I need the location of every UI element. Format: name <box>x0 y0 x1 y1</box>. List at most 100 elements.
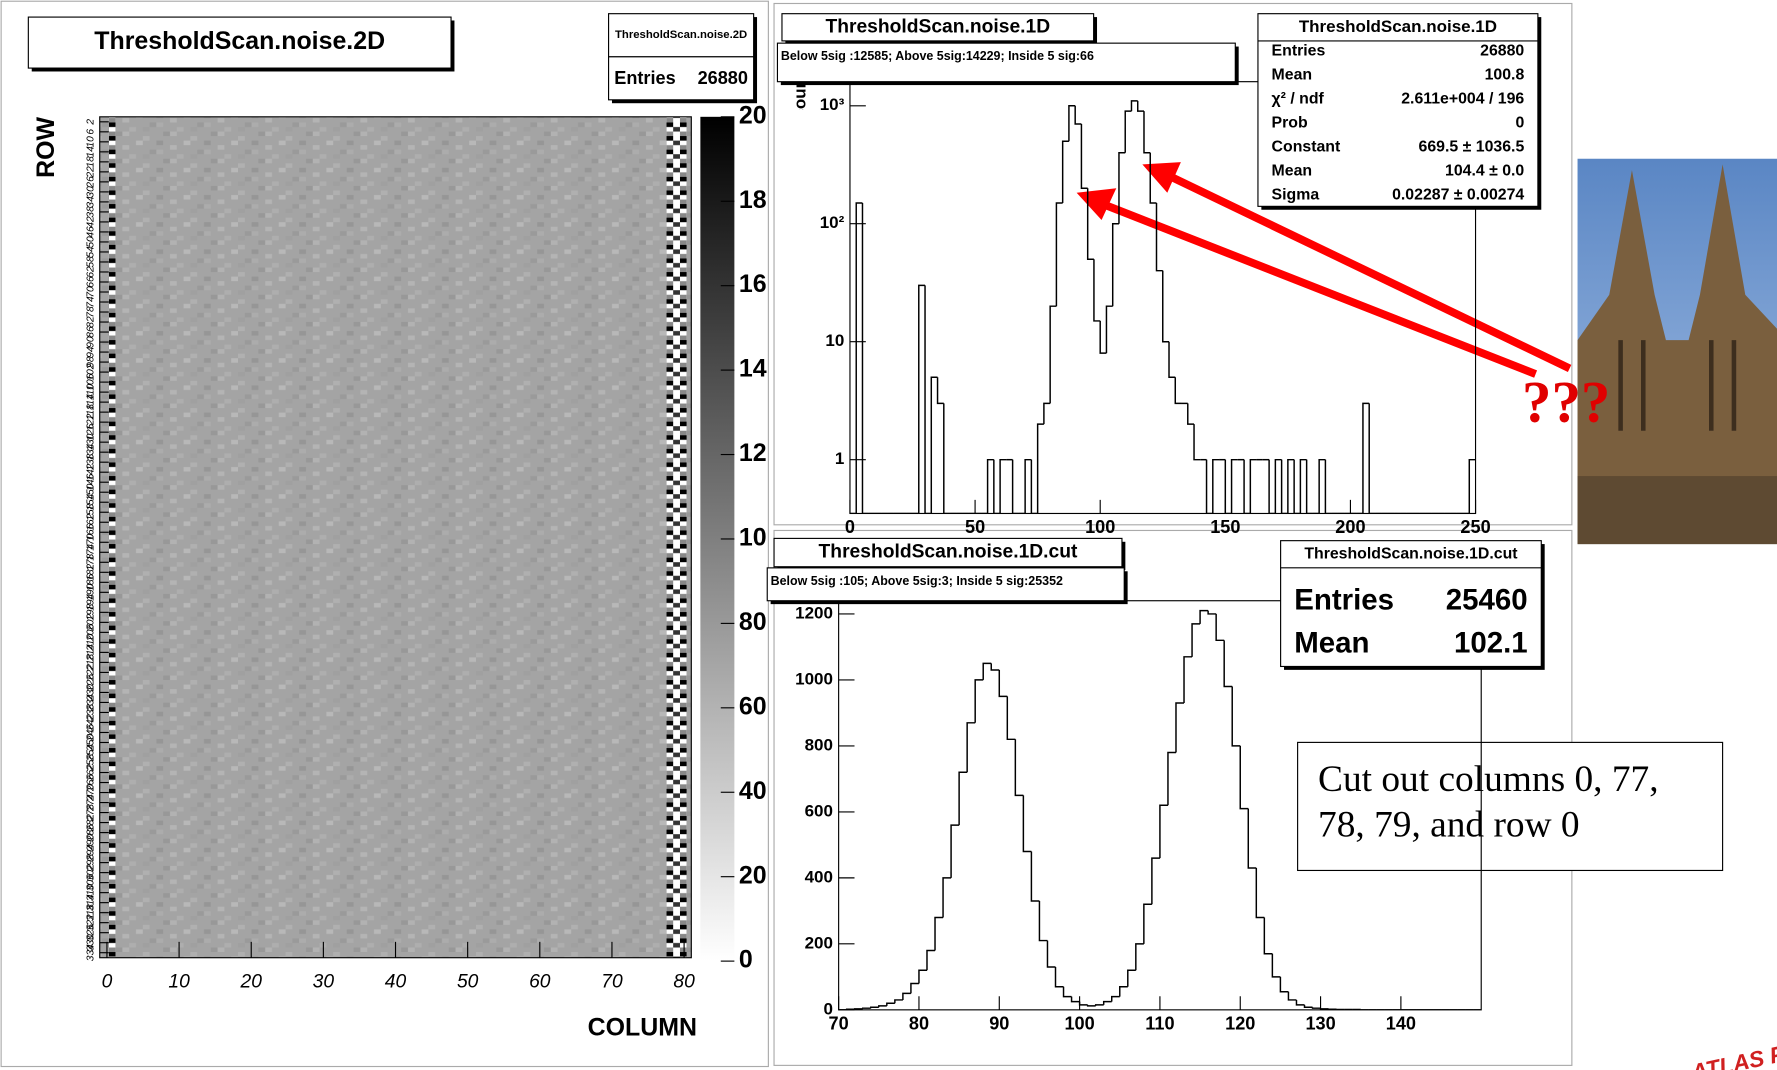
histogram-bin <box>1036 423 1044 514</box>
histogram-bin <box>1280 459 1288 514</box>
histogram-bin <box>1094 1004 1104 1006</box>
y-tick-label: 270 <box>85 784 96 802</box>
stats-value: 26880 <box>1480 42 1524 59</box>
histogram-bin <box>894 999 903 1004</box>
x-axis-label: COLUMN <box>588 1014 697 1042</box>
y-tick-label: 234 <box>85 694 96 712</box>
y-tick-label: 46 <box>85 226 96 238</box>
histogram-bin <box>1287 991 1297 1001</box>
histogram-bin <box>986 458 994 514</box>
y-tick-label: 158 <box>85 503 96 520</box>
histogram-bin <box>1061 140 1069 203</box>
annotation: Below 5sig :105; Above 5sig:3; Inside 5 … <box>771 574 1063 588</box>
z-tick-label: 20 <box>739 861 767 889</box>
y-tick-label: 330 <box>85 934 96 951</box>
heatmap-cells <box>99 116 692 958</box>
y-tick-label: 326 <box>85 924 96 941</box>
y-tick-label: 30 <box>85 186 96 198</box>
stats-label: Mean <box>1294 627 1369 660</box>
y-tick-label: 210 <box>85 634 96 652</box>
histogram-bin <box>1263 917 1273 955</box>
y-tick-label: 334 <box>85 944 96 961</box>
z-tick-label: 180 <box>739 186 781 214</box>
histogram-bin <box>1099 320 1107 354</box>
histogram-bin <box>1167 751 1176 806</box>
z-tick-label: 160 <box>739 270 781 298</box>
y-tick-label: 146 <box>85 473 96 490</box>
stats-label: Prob <box>1272 114 1308 131</box>
y-tick-label: 110 <box>85 384 96 401</box>
x-tick-label: 200 <box>1335 517 1365 537</box>
histogram-bin <box>1155 202 1163 272</box>
histogram-bin <box>1151 857 1160 905</box>
histogram-bin <box>1224 459 1232 514</box>
histogram-bin <box>1191 623 1201 657</box>
histogram-bin <box>1127 969 1136 987</box>
y-tick-label: 218 <box>85 654 96 672</box>
y-tick-label: 310 <box>85 884 96 901</box>
stats-value: 25460 <box>1446 584 1528 617</box>
y-tick-label: 306 <box>85 874 96 891</box>
stats-value: 102.1 <box>1454 627 1528 660</box>
histogram-bin <box>1162 270 1170 343</box>
y-tick-label: 254 <box>85 744 96 762</box>
box <box>773 537 1123 568</box>
y-tick-label: 82 <box>85 316 96 328</box>
y-tick-label: 290 <box>85 834 96 852</box>
histogram-bin <box>1319 1008 1329 1010</box>
y-tick-label: 222 <box>85 664 96 682</box>
y-tick-label: 318 <box>85 904 96 921</box>
x-tick-label: 50 <box>457 972 479 993</box>
histogram-bin <box>1231 686 1241 747</box>
box <box>27 16 452 69</box>
stats-label: Constant <box>1272 138 1341 155</box>
y-tick-label: 294 <box>85 844 96 862</box>
histogram-bin <box>918 284 926 514</box>
histogram-bin <box>1070 996 1080 1003</box>
histogram-bin <box>1119 986 1128 997</box>
y-tick-label: 178 <box>85 553 96 570</box>
histogram-bin <box>1046 940 1056 968</box>
histogram-bin <box>1239 745 1249 810</box>
x-tick-label: 250 <box>1460 517 1490 537</box>
histogram-bin <box>1143 111 1151 154</box>
y-tick-label: 6 <box>85 129 96 135</box>
histogram-bin <box>1014 739 1024 797</box>
x-tick-label: 150 <box>1210 517 1240 537</box>
histogram-bin <box>990 663 1000 671</box>
x-tick-label: 110 <box>1145 1013 1174 1033</box>
y-tick-label: 126 <box>85 423 96 440</box>
histogram-bin <box>1136 100 1144 112</box>
logo: ATLAS Pixel <box>1688 1032 1777 1070</box>
histogram-bin <box>1293 459 1301 514</box>
y-tick-label: 162 <box>85 513 96 530</box>
histogram-bin <box>1124 110 1132 153</box>
histogram-bin <box>1168 341 1176 378</box>
x-tick-label: 40 <box>385 972 407 993</box>
histogram-bin <box>1271 953 1281 978</box>
histogram-bin <box>1086 1004 1096 1007</box>
box <box>766 567 1125 602</box>
stats-label: χ² / ndf <box>1272 90 1325 107</box>
histogram-bin <box>1205 459 1213 514</box>
box <box>1280 540 1542 668</box>
stats-label: Mean <box>1272 162 1313 179</box>
stats-value: 669.5 ± 1036.5 <box>1419 138 1525 155</box>
x-tick-label: 130 <box>1305 1013 1335 1033</box>
histogram-bin <box>993 459 1001 514</box>
x-tick-label: 60 <box>529 972 551 993</box>
y-tick-label: 298 <box>85 854 96 872</box>
histogram-bin <box>1223 640 1233 688</box>
y-tick-label: 114 <box>85 394 96 411</box>
y-tick-label: 70 <box>85 286 96 298</box>
histogram-bin <box>1111 222 1119 307</box>
histogram-bin <box>1193 424 1201 461</box>
x-tick-label: 10 <box>168 972 190 993</box>
y-tick-label: 90 <box>85 336 96 348</box>
histogram-bin <box>950 824 960 878</box>
y-tick-label: 1000 <box>795 669 833 688</box>
y-tick-label: 266 <box>85 774 96 792</box>
y-tick-label: 122 <box>85 413 96 430</box>
y-tick-label: 286 <box>85 824 96 842</box>
